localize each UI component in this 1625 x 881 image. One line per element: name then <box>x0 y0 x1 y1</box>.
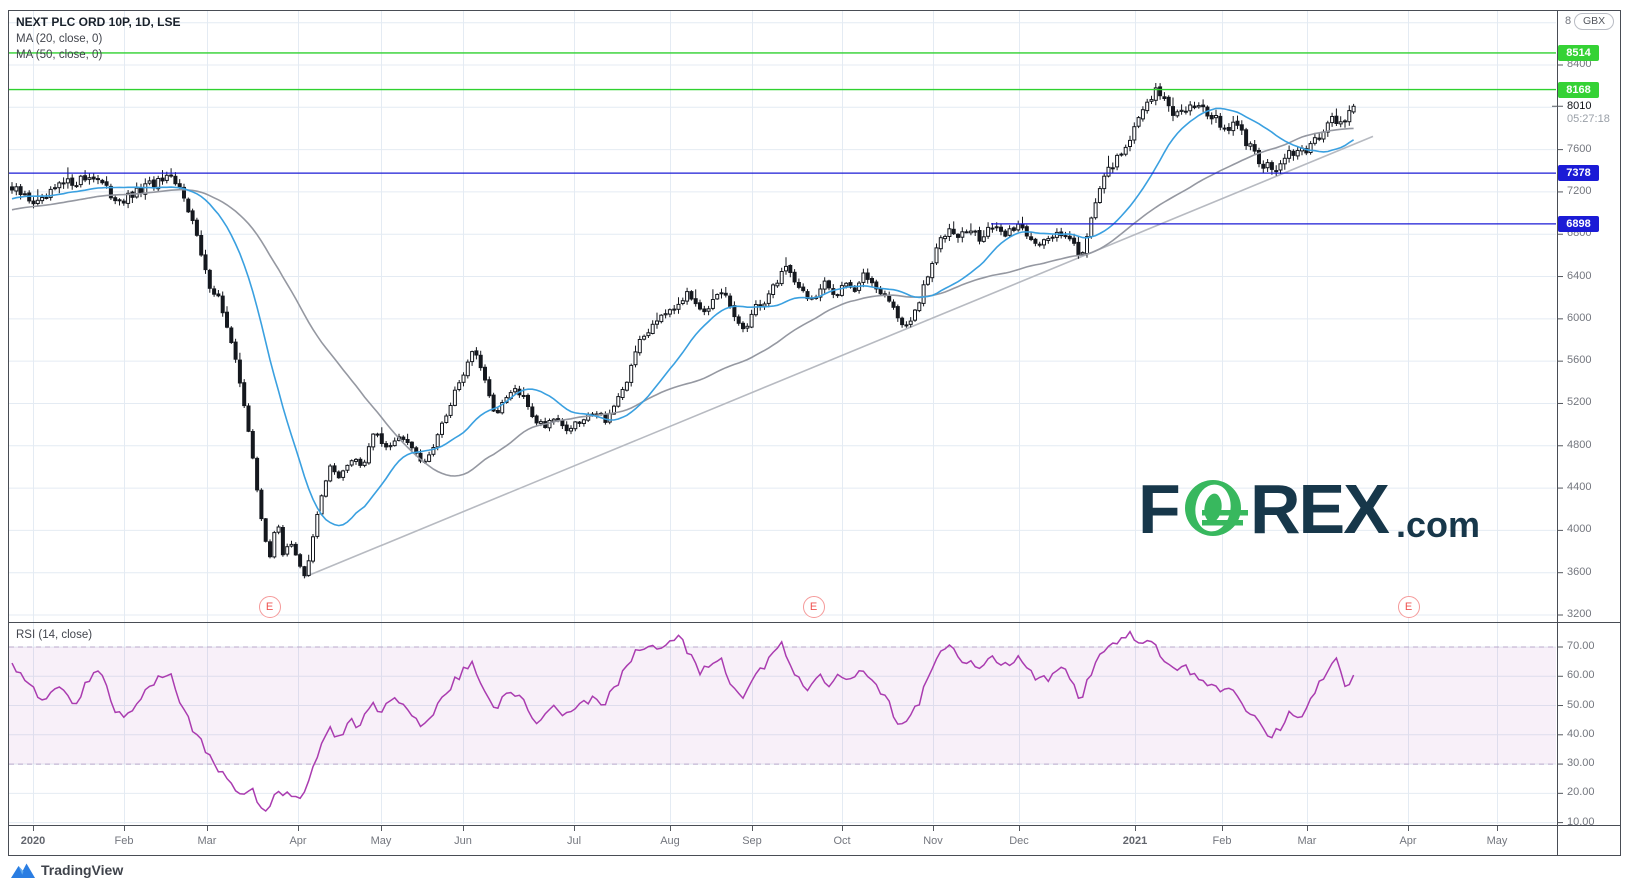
forex-letter-f: F <box>1138 470 1181 548</box>
legend: NEXT PLC ORD 10P, 1D, LSE MA (20, close,… <box>16 14 181 63</box>
currency-unit-button[interactable]: GBX <box>1574 13 1615 30</box>
grid-layer <box>9 11 1556 824</box>
trendline[interactable] <box>304 135 1374 578</box>
ma-layer <box>11 107 1355 527</box>
legend-ma50[interactable]: MA (50, close, 0) <box>16 49 103 61</box>
rsi-band <box>9 646 1556 765</box>
ma50-line[interactable] <box>11 127 1354 477</box>
bar-countdown-timer: 05:27:18 <box>1567 113 1610 125</box>
rsi-line[interactable] <box>11 630 1355 812</box>
earnings-marker[interactable]: E <box>1397 595 1420 618</box>
earnings-marker[interactable]: E <box>258 595 281 618</box>
current-price-label: 8010 <box>1567 100 1592 112</box>
candles-layer <box>10 83 1356 579</box>
forex-letters-rex: REX <box>1250 470 1390 548</box>
forex-o-coin-icon <box>1185 480 1248 536</box>
price-axis-top-partial-label: 8 <box>1565 15 1572 27</box>
forex-com-watermark: F REX .com <box>1138 474 1498 550</box>
pane-borders <box>8 10 1621 856</box>
ma20-line[interactable] <box>11 107 1355 527</box>
legend-ma20[interactable]: MA (20, close, 0) <box>16 33 103 45</box>
tradingview-mountain-icon <box>11 863 35 878</box>
level-lines <box>9 52 1556 225</box>
axis-ticks <box>33 64 1563 831</box>
symbol-title[interactable]: NEXT PLC ORD 10P, 1D, LSE <box>16 15 181 29</box>
tradingview-logo[interactable]: TradingView <box>10 860 123 880</box>
rsi-legend[interactable]: RSI (14, close) <box>16 629 93 641</box>
earnings-marker[interactable]: E <box>802 595 825 618</box>
forex-dotcom: .com <box>1396 504 1481 545</box>
tradingview-wordmark: TradingView <box>41 862 124 878</box>
